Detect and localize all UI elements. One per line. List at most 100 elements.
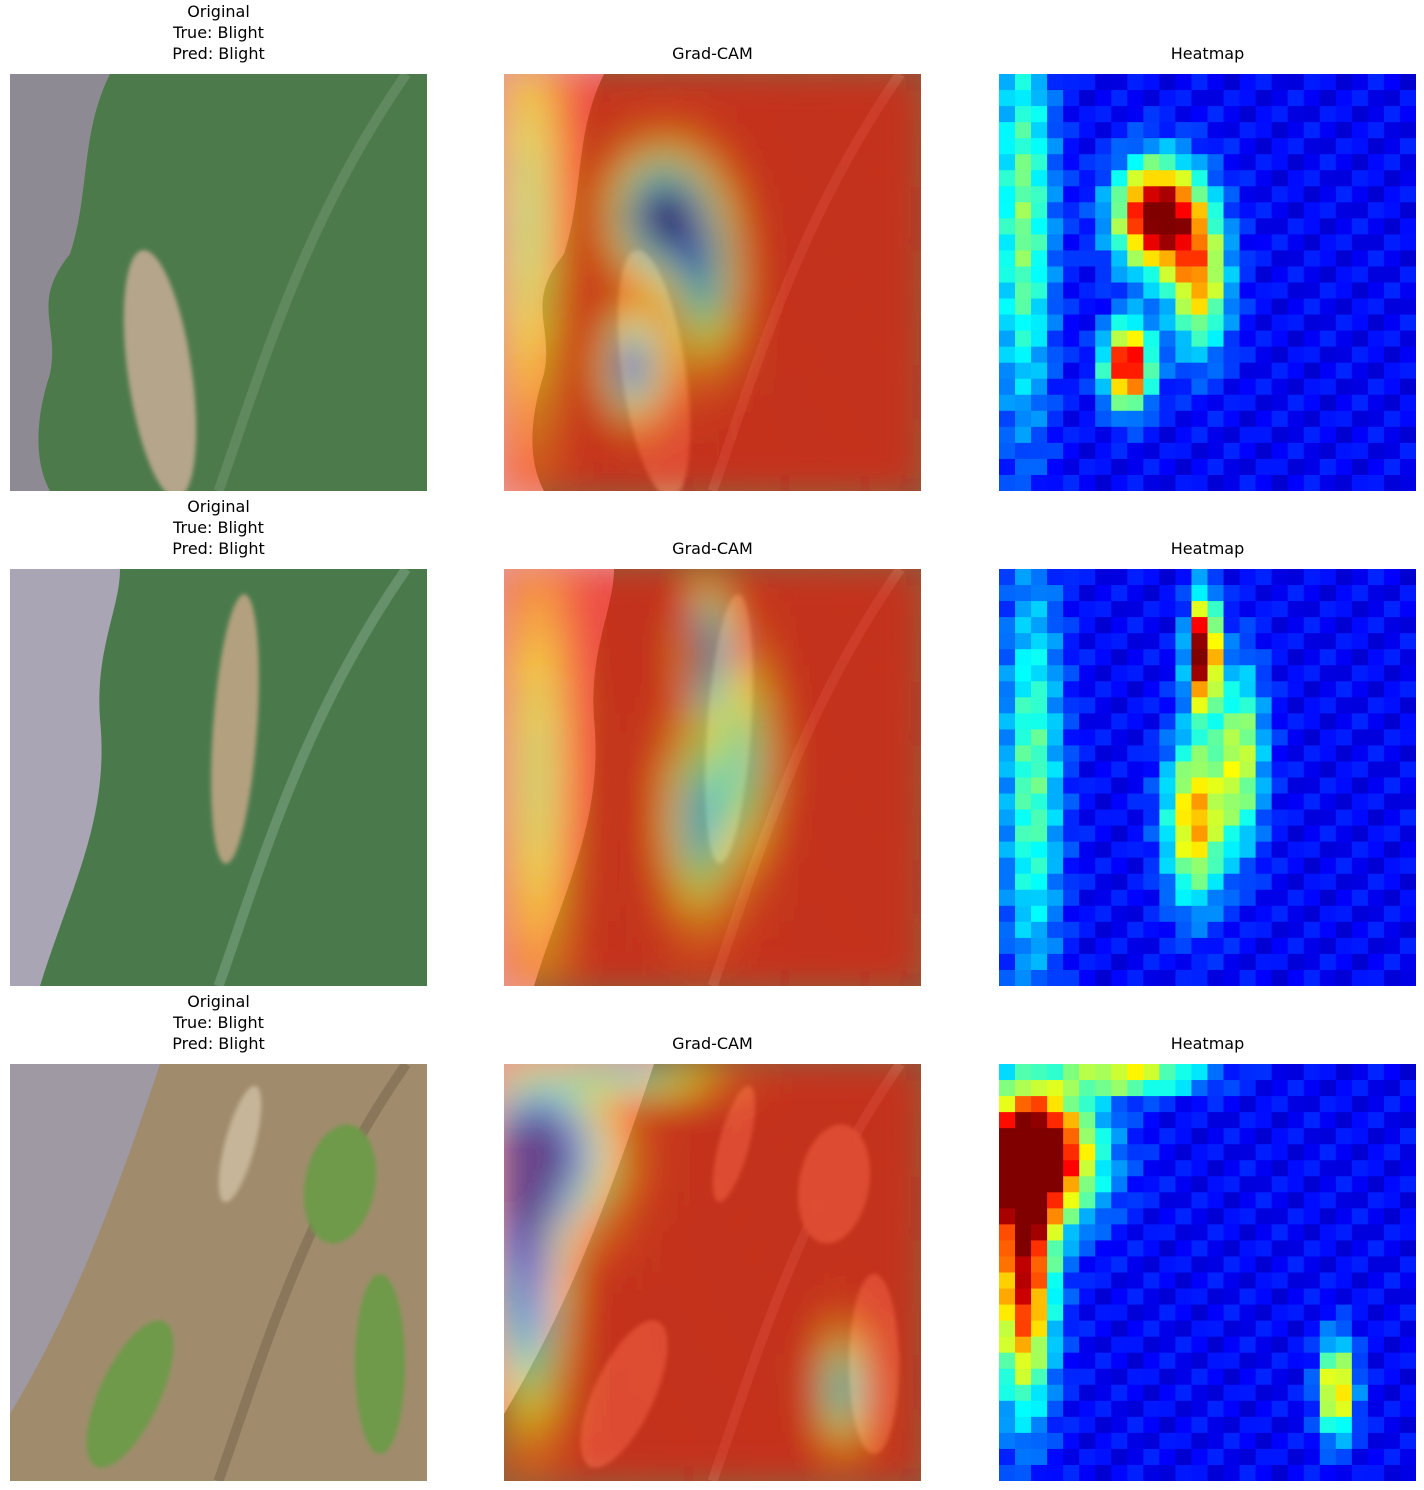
- overlay-cell: [552, 601, 569, 618]
- overlay-cell: [792, 378, 810, 396]
- overlay-cell: [792, 282, 810, 300]
- heatmap-cell: [1207, 90, 1225, 107]
- heatmap-cell: [1367, 1064, 1385, 1081]
- heatmap-cell: [1383, 1256, 1401, 1273]
- overlay-cell: [584, 74, 601, 91]
- overlay-cell: [712, 186, 730, 203]
- overlay-cell: [536, 1192, 553, 1209]
- overlay-cell: [696, 569, 713, 586]
- overlay-cell: [632, 729, 649, 746]
- heatmap-cell: [1159, 681, 1176, 698]
- overlay-cell: [760, 681, 778, 698]
- overlay-cell: [808, 378, 826, 396]
- overlay-cell: [888, 106, 906, 123]
- heatmap-cell: [1063, 266, 1080, 283]
- heatmap-cell: [1239, 138, 1257, 155]
- heatmap-cell: [1079, 1288, 1096, 1306]
- overlay-cell: [744, 825, 762, 843]
- overlay-cell: [680, 1112, 697, 1129]
- heatmap-cell: [1079, 633, 1096, 650]
- overlay-cell: [552, 745, 569, 762]
- heatmap-cell: [1031, 585, 1048, 602]
- overlay-cell: [776, 633, 794, 650]
- overlay-cell: [520, 1384, 537, 1402]
- heatmap-cell: [1255, 394, 1273, 412]
- heatmap-cell: [1271, 90, 1289, 107]
- overlay-cell: [808, 346, 826, 364]
- heatmap-cell: [1095, 1304, 1112, 1322]
- overlay-cell: [520, 697, 537, 714]
- overlay-cell: [872, 1416, 890, 1434]
- heatmap-cell: [1207, 1192, 1225, 1209]
- overlay-cell: [552, 649, 569, 666]
- overlay-cell: [696, 186, 713, 203]
- overlay-cell: [728, 426, 746, 444]
- heatmap-cell: [1015, 1144, 1032, 1161]
- overlay-cell: [632, 90, 649, 107]
- overlay-cell: [808, 282, 826, 300]
- overlay-cell: [632, 633, 649, 650]
- heatmap-cell: [1271, 761, 1289, 778]
- heatmap-cell: [1223, 1240, 1241, 1257]
- overlay-cell: [648, 90, 665, 107]
- overlay-cell: [808, 1288, 826, 1306]
- heatmap-cell: [1127, 410, 1144, 428]
- heatmap-cell: [1159, 250, 1176, 267]
- heatmap-cell: [1143, 889, 1160, 907]
- overlay-cell: [872, 617, 890, 634]
- heatmap-cell: [1335, 330, 1353, 348]
- overlay-cell: [824, 857, 842, 875]
- heatmap-cell: [1399, 1368, 1416, 1386]
- overlay-cell: [776, 1224, 794, 1241]
- heatmap-cell: [1015, 761, 1032, 778]
- overlay-cell: [616, 154, 633, 171]
- overlay-cell: [808, 154, 826, 171]
- heatmap-cell: [1271, 298, 1289, 316]
- overlay-cell: [872, 410, 890, 428]
- heatmap-cell: [1143, 1256, 1160, 1273]
- overlay-cell: [536, 857, 553, 875]
- heatmap-cell: [1191, 1224, 1208, 1241]
- overlay-cell: [584, 1400, 601, 1418]
- heatmap-cell: [1143, 953, 1160, 971]
- heatmap-cell: [999, 1192, 1016, 1209]
- heatmap-cell: [1383, 1208, 1401, 1225]
- overlay-cell: [568, 1464, 585, 1481]
- overlay-cell: [856, 761, 874, 778]
- overlay-cell: [696, 1080, 713, 1097]
- heatmap-cell: [1383, 1384, 1401, 1402]
- overlay-cell: [696, 761, 713, 778]
- overlay-cell: [856, 1432, 874, 1450]
- overlay-cell: [616, 697, 633, 714]
- overlay-cell: [744, 841, 762, 859]
- overlay-cell: [840, 170, 858, 187]
- heatmap-cell: [1111, 266, 1128, 283]
- overlay-cell: [808, 697, 826, 714]
- heatmap-cell: [1287, 442, 1305, 460]
- overlay-cell: [616, 969, 633, 986]
- panel-title: Original: [187, 2, 250, 21]
- heatmap-cell: [1175, 154, 1192, 171]
- overlay-cell: [712, 250, 730, 267]
- heatmap-cell: [1351, 330, 1369, 348]
- heatmap-cell: [1351, 665, 1369, 682]
- heatmap-cell: [1287, 186, 1305, 203]
- overlay-cell: [696, 74, 713, 91]
- overlay-cell: [808, 857, 826, 875]
- heatmap-cell: [1031, 1112, 1048, 1129]
- overlay-cell: [744, 777, 762, 795]
- overlay-cell: [632, 937, 649, 955]
- heatmap-cell: [1351, 154, 1369, 171]
- overlay-cell: [680, 809, 697, 827]
- overlay-cell: [776, 1192, 794, 1209]
- heatmap-cell: [1383, 1160, 1401, 1177]
- heatmap-cell: [1335, 601, 1353, 618]
- overlay-cell: [680, 841, 697, 859]
- heatmap-cell: [1079, 170, 1096, 187]
- heatmap-cell: [1159, 1128, 1176, 1145]
- heatmap-cell: [1207, 633, 1225, 650]
- overlay-cell: [568, 202, 585, 219]
- overlay-cell: [808, 953, 826, 971]
- overlay-cell: [872, 202, 890, 219]
- heatmap-cell: [1223, 1368, 1241, 1386]
